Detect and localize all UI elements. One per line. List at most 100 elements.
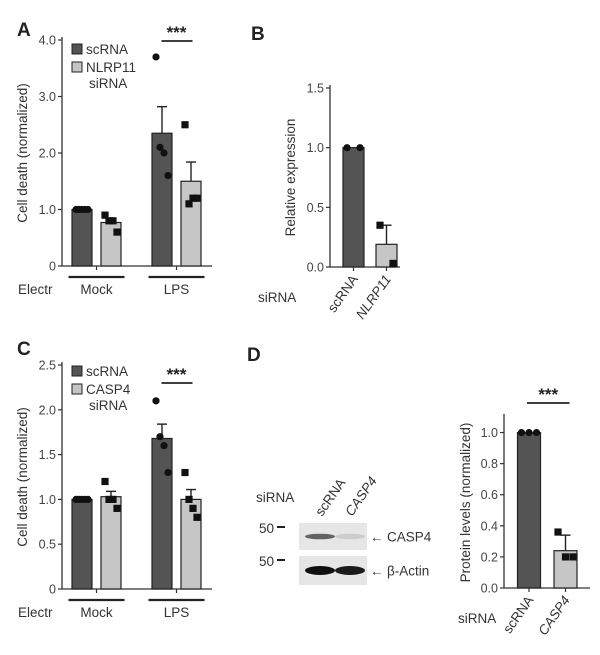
y-tick-label: 0.6 (481, 488, 498, 502)
series-1-data-point (189, 504, 197, 512)
y-tick-label: 2.0 (39, 147, 56, 161)
category-1-data-point (569, 553, 577, 561)
series-0-bar (71, 498, 93, 590)
category-1-data-point (389, 259, 397, 268)
legend-label: scRNA (86, 364, 128, 379)
y-tick-label: 0 (49, 260, 56, 274)
series-0-data-point (84, 205, 92, 214)
category-0-data-point (356, 144, 364, 152)
blot-arrow-icon: ← (370, 530, 384, 545)
category-0-data-point (525, 428, 533, 437)
legend-swatch (71, 383, 83, 395)
category-0-data-point (517, 428, 526, 437)
category-1-data-point (554, 528, 562, 536)
legend-swatch (71, 61, 83, 73)
blot-siRNA-label: siRNA (256, 490, 294, 505)
series-1-bar (180, 498, 202, 590)
group-label: LPS (164, 605, 190, 620)
significance-label: *** (167, 365, 187, 384)
group-label: Mock (80, 282, 113, 297)
y-axis-label: Protein levels (normalized) (458, 423, 473, 583)
series-1-bar (180, 180, 202, 267)
blot-band (335, 533, 365, 540)
blot-arrow-icon: ← (370, 564, 384, 579)
y-tick-label: 1.0 (481, 426, 498, 440)
blot-band (335, 566, 365, 575)
x-tick-label: CASP4 (535, 593, 573, 638)
blot-marker-label: 50 (259, 554, 274, 569)
legend-label: scRNA (86, 42, 128, 57)
series-0-data-point (164, 468, 172, 477)
series-1-data-point (113, 504, 121, 512)
series-0-bar (151, 437, 173, 590)
legend-swatch (71, 43, 83, 55)
panel-letter-c: C (17, 339, 31, 360)
series-0-data-point (156, 143, 164, 151)
y-tick-label: 0.4 (481, 519, 498, 533)
series-1-data-point (109, 217, 117, 225)
blot-band (305, 566, 335, 575)
series-1-data-point (193, 194, 201, 202)
y-axis-label: Cell death (normalized) (15, 83, 30, 223)
category-1-data-point (376, 221, 384, 229)
legend-label: CASP4 (86, 382, 131, 397)
y-axis-label: Cell death (normalized) (15, 407, 30, 547)
blot-lane-label: scRNA (312, 476, 348, 519)
y-tick-label: 0 (49, 583, 56, 597)
series-1-data-point (181, 121, 189, 129)
significance-label: *** (538, 385, 558, 404)
category-0-data-point (343, 144, 351, 152)
chart-panel-c: 0 0.5 1.0 1.5 2.0 2.5 Cell death (normalized) s… (15, 359, 212, 620)
y-tick-label: 0.8 (481, 457, 498, 471)
y-tick-label: 1.0 (39, 493, 56, 507)
category-label-prefix: siRNA (258, 290, 296, 305)
series-0-data-point (160, 442, 168, 450)
y-tick-label: 4.0 (39, 34, 56, 48)
blot-band (305, 533, 335, 540)
series-0-data-point (84, 495, 92, 503)
series-0-data-point (152, 397, 160, 405)
legend-label: NLRP11 (86, 60, 136, 75)
category-0-bar (516, 431, 542, 589)
chart-panel-a: 0 1.0 2.0 3.0 4.0 Cell death (normalized) scRN… (15, 23, 212, 297)
y-tick-label: 0.5 (307, 201, 324, 215)
legend-label: siRNA (89, 398, 127, 413)
blot-lane-label: CASP4 (342, 474, 380, 519)
blot-marker-label: 50 (259, 521, 274, 536)
x-tick-label: scRNA (500, 593, 536, 636)
y-axis-label: Relative expression (283, 119, 298, 237)
panel-letter-a: A (17, 20, 31, 41)
panel-letter-b: B (251, 24, 265, 45)
series-1-data-point (193, 513, 201, 521)
series-1-data-point (181, 468, 189, 477)
group-label-prefix: Electr (18, 282, 53, 297)
series-1-data-point (189, 194, 197, 202)
category-0-bar (342, 147, 365, 268)
y-tick-label: 1.5 (39, 448, 56, 462)
series-1-data-point (185, 200, 193, 208)
series-1-data-point (109, 495, 117, 503)
y-tick-label: 2.0 (39, 403, 56, 417)
panel-letter-d: D (247, 345, 261, 366)
y-tick-label: 1.0 (39, 203, 56, 217)
series-1-data-point (101, 211, 109, 219)
blot-target-label: β-Actin (387, 564, 429, 579)
y-tick-label: 1.0 (307, 141, 324, 155)
chart-panel-d: 0.0 0.2 0.4 0.6 0.8 1.0 Protein levels (normal… (458, 385, 590, 638)
y-tick-label: 0.5 (39, 538, 56, 552)
series-0-data-point (152, 53, 160, 61)
y-tick-label: 2.5 (39, 359, 56, 373)
y-tick-label: 0.2 (481, 550, 498, 564)
series-1-data-point (105, 495, 113, 503)
category-label-prefix: siRNA (458, 611, 496, 626)
group-label-prefix: Electr (18, 605, 53, 620)
blot-target-label: CASP4 (387, 530, 432, 545)
series-1-data-point (185, 495, 193, 503)
series-0-data-point (164, 172, 172, 180)
series-0-data-point (156, 433, 164, 441)
group-label: Mock (80, 605, 113, 620)
category-1-data-point (561, 553, 570, 561)
series-1-data-point (113, 228, 121, 236)
